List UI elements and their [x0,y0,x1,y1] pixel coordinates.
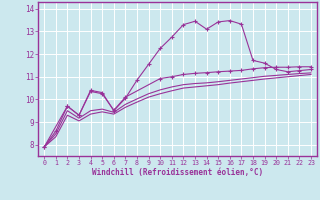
X-axis label: Windchill (Refroidissement éolien,°C): Windchill (Refroidissement éolien,°C) [92,168,263,177]
